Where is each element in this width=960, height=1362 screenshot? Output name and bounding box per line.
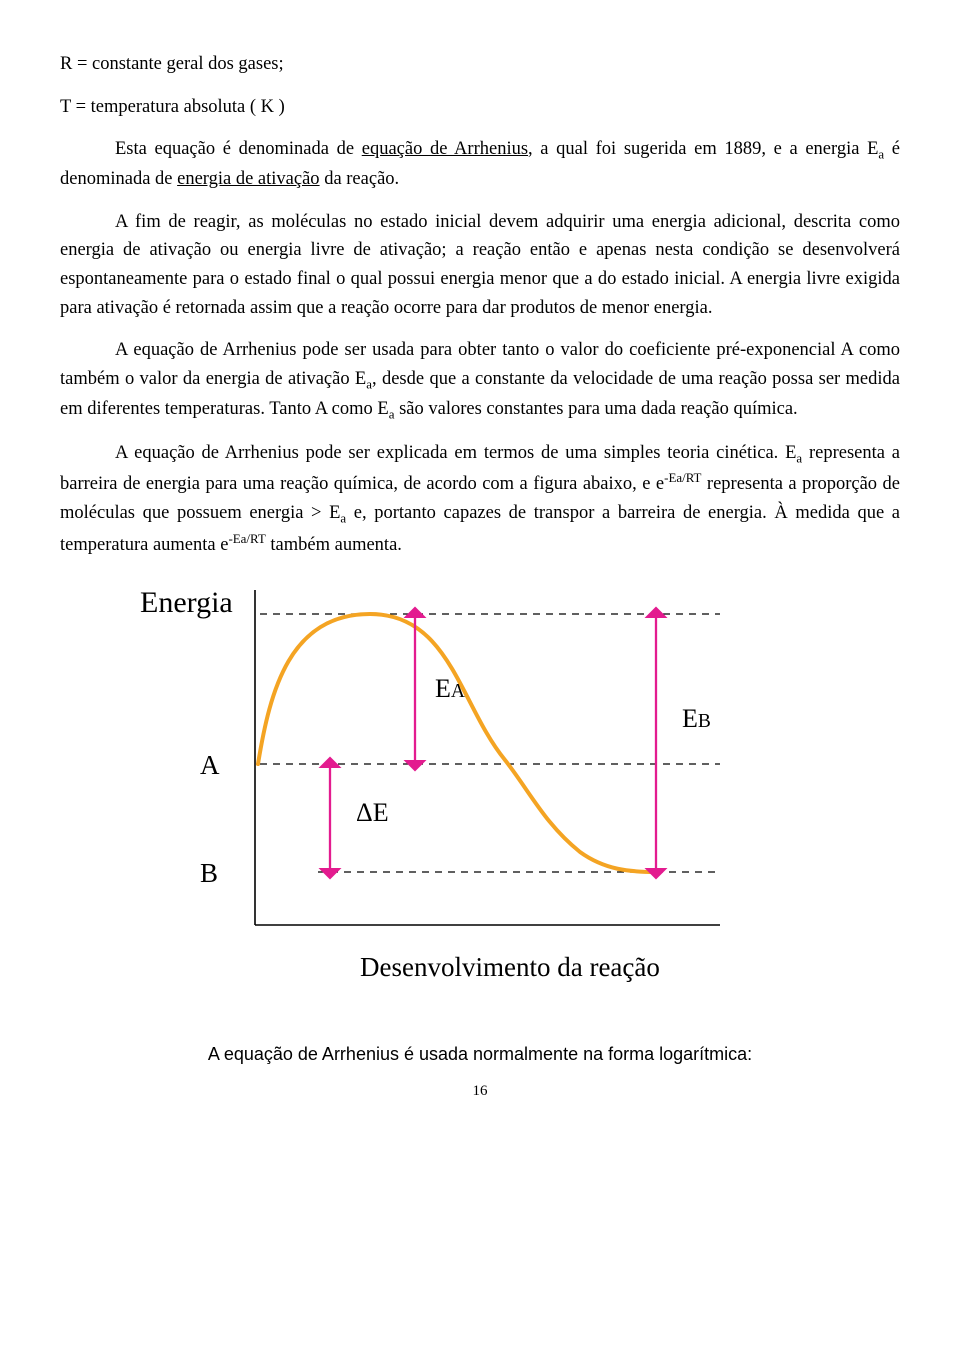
energy-diagram-svg: [60, 580, 900, 990]
paragraph-2: A fim de reagir, as moléculas no estado …: [60, 208, 900, 323]
label-b: B: [200, 858, 218, 889]
definition-r: R = constante geral dos gases;: [60, 50, 900, 79]
paragraph-1: Esta equação é denominada de equação de …: [60, 135, 900, 193]
page-number: 16: [60, 1083, 900, 1100]
p1-text-a: Esta equação é denominada de: [115, 139, 362, 159]
paragraph-3: A equação de Arrhenius pode ser usada pa…: [60, 336, 900, 424]
label-energia: Energia: [140, 586, 233, 620]
p4-sup-2: -Ea/RT: [228, 531, 265, 546]
p4-sup-1: -Ea/RT: [664, 470, 701, 485]
label-a: A: [200, 750, 220, 781]
label-de: ΔE: [356, 798, 389, 828]
p1-text-b: , a qual foi sugerida em 1889, e a energ…: [528, 139, 878, 159]
label-ea: EA: [435, 674, 465, 704]
p1-underline-1: equação de Arrhenius: [362, 139, 528, 159]
label-eb: EB: [682, 704, 711, 734]
p1-text-d: da reação.: [320, 169, 400, 189]
p4-text-e: também aumenta.: [266, 535, 402, 555]
diagram-caption: A equação de Arrhenius é usada normalmen…: [60, 1044, 900, 1065]
definition-t: T = temperatura absoluta ( K ): [60, 93, 900, 122]
p4-text-a: A equação de Arrhenius pode ser explicad…: [115, 443, 796, 463]
p1-underline-2: energia de ativação: [177, 169, 319, 189]
energy-diagram: Energia A B EA EB ΔE Desenvolvimento da …: [60, 580, 900, 1040]
p3-text-c: são valores constantes para uma dada rea…: [394, 399, 797, 419]
label-xaxis: Desenvolvimento da reação: [360, 952, 660, 983]
paragraph-4: A equação de Arrhenius pode ser explicad…: [60, 439, 900, 560]
